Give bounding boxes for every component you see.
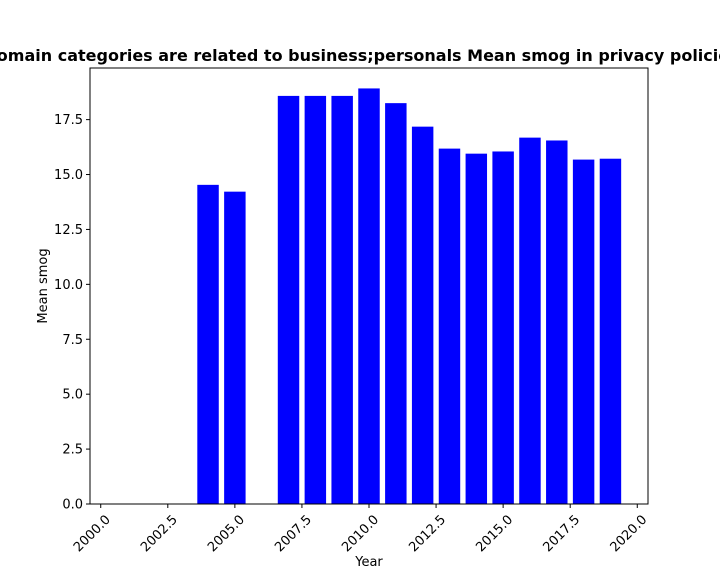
x-tick-label: 2015.0 bbox=[473, 512, 516, 555]
bar bbox=[358, 88, 380, 505]
y-tick-label: 7.5 bbox=[62, 333, 83, 348]
x-tick-label: 2020.0 bbox=[608, 512, 651, 555]
bar bbox=[519, 137, 541, 504]
x-axis: 2000.0 2002.5 2005.0 2007.5 2010.0 2012.5 2015… bbox=[71, 504, 650, 555]
x-tick-label: 2017.5 bbox=[540, 512, 583, 555]
bar bbox=[546, 140, 568, 505]
bar bbox=[304, 95, 327, 505]
y-tick-label: 0.0 bbox=[62, 498, 83, 513]
y-tick-label: 17.5 bbox=[54, 113, 83, 128]
x-tick-label: 2005.0 bbox=[205, 512, 248, 555]
y-tick-label: 10.0 bbox=[54, 278, 83, 293]
x-tick-label: 2007.5 bbox=[272, 512, 315, 555]
y-axis: 0.0 2.5 5.0 7.5 10.0 12.5 15.0 17.5 bbox=[54, 113, 90, 513]
bar bbox=[438, 148, 461, 505]
x-tick-label: 2012.5 bbox=[406, 512, 449, 555]
y-tick-label: 12.5 bbox=[54, 223, 83, 238]
bar bbox=[411, 126, 434, 505]
bar bbox=[197, 184, 219, 504]
y-axis-label: Mean smog bbox=[36, 248, 51, 323]
bar bbox=[385, 103, 407, 504]
x-tick-label: 2000.0 bbox=[71, 512, 114, 555]
bar bbox=[465, 153, 488, 504]
bar bbox=[572, 159, 595, 504]
y-tick-label: 5.0 bbox=[62, 388, 83, 403]
x-tick-label: 2010.0 bbox=[339, 512, 382, 555]
bar bbox=[331, 95, 353, 505]
x-axis-label: Year bbox=[354, 555, 383, 570]
plot-frame bbox=[89, 67, 649, 505]
bar bbox=[277, 95, 300, 505]
y-tick-label: 15.0 bbox=[54, 168, 83, 183]
bar bbox=[599, 158, 622, 504]
bars-group bbox=[197, 88, 622, 505]
bar bbox=[224, 191, 246, 504]
bar bbox=[492, 151, 514, 504]
x-tick-label: 2002.5 bbox=[138, 512, 181, 555]
chart-title-container: Which domain categories are related to b… bbox=[0, 46, 720, 70]
chart-title: Which domain categories are related to b… bbox=[0, 46, 720, 65]
y-tick-label: 2.5 bbox=[62, 443, 83, 458]
